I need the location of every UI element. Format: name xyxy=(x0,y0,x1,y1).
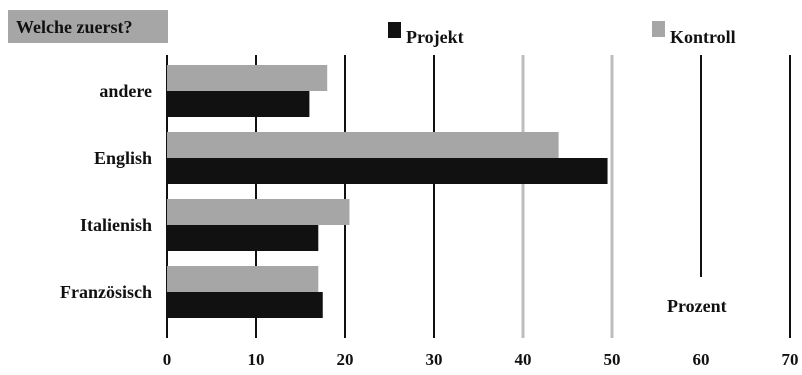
tick-layer: 0 10 20 30 40 50 60 70 xyxy=(163,350,799,369)
legend-swatch-projekt xyxy=(388,22,401,38)
x-axis-title: Prozent xyxy=(667,296,727,316)
bar-kontroll-französisch xyxy=(167,266,319,292)
x-tick-label-40: 40 xyxy=(515,350,532,369)
x-tick-label-20: 20 xyxy=(337,350,354,369)
bar-projekt-english xyxy=(167,158,608,184)
bar-kontroll-english xyxy=(167,132,559,158)
category-label-english: English xyxy=(94,148,152,168)
bar-projekt-andere xyxy=(167,91,310,117)
legend-label-kontroll: Kontroll xyxy=(670,27,736,47)
x-tick-label-70: 70 xyxy=(782,350,799,369)
chart-title: Welche zuerst? xyxy=(16,17,132,37)
x-tick-label-60: 60 xyxy=(693,350,710,369)
bar-projekt-italienish xyxy=(167,225,319,251)
bar-projekt-französisch xyxy=(167,292,323,318)
legend-swatch-kontroll xyxy=(652,21,665,37)
x-tick-label-0: 0 xyxy=(163,350,172,369)
category-label-französisch: Französisch xyxy=(60,282,152,302)
bar-kontroll-italienish xyxy=(167,199,350,225)
title-box xyxy=(8,10,168,43)
x-tick-label-50: 50 xyxy=(604,350,621,369)
bar-layer xyxy=(167,65,608,318)
category-label-italienish: Italienish xyxy=(80,215,152,235)
category-labels: andere English Italienish Französisch xyxy=(60,81,152,302)
legend-label-projekt: Projekt xyxy=(406,27,464,47)
bar-kontroll-andere xyxy=(167,65,328,91)
x-tick-label-10: 10 xyxy=(248,350,265,369)
x-tick-label-30: 30 xyxy=(426,350,443,369)
category-label-andere: andere xyxy=(99,81,152,101)
